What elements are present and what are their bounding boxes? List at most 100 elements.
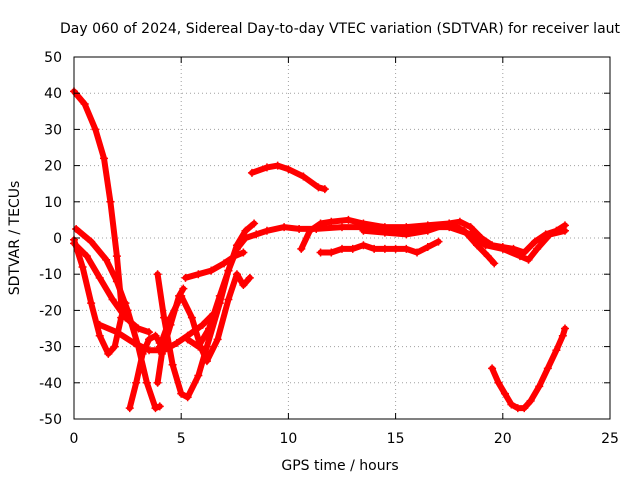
data-point bbox=[494, 378, 503, 387]
data-point bbox=[247, 168, 256, 177]
data-point bbox=[488, 241, 497, 250]
data-point bbox=[245, 273, 254, 282]
data-point bbox=[250, 219, 259, 228]
data-point bbox=[295, 224, 304, 233]
data-point bbox=[132, 378, 141, 387]
data-point bbox=[224, 266, 233, 275]
data-point bbox=[130, 338, 139, 347]
data-point bbox=[380, 228, 389, 237]
data-point bbox=[552, 226, 561, 235]
data-point bbox=[95, 273, 104, 282]
series-arc-16 bbox=[488, 324, 569, 413]
data-point bbox=[123, 306, 132, 315]
data-point bbox=[509, 244, 518, 253]
data-point bbox=[380, 244, 389, 253]
data-point bbox=[172, 338, 181, 347]
data-point bbox=[402, 230, 411, 239]
data-point bbox=[125, 404, 134, 413]
data-point bbox=[194, 270, 203, 279]
data-point bbox=[108, 295, 117, 304]
data-point bbox=[348, 244, 357, 253]
data-point bbox=[466, 223, 475, 232]
y-axis-label: SDTVAR / TECUs bbox=[7, 181, 23, 296]
data-point bbox=[179, 284, 188, 293]
data-point bbox=[177, 291, 186, 300]
data-point bbox=[207, 266, 216, 275]
tick-layer: 0 5 10 15 20 25 -50 -40 -30 -20 -10 0 10 20 30 40 50 bbox=[39, 50, 619, 447]
data-point bbox=[305, 226, 314, 235]
data-point bbox=[560, 221, 569, 230]
data-point bbox=[110, 342, 119, 351]
x-tick-label: 10 bbox=[279, 431, 297, 447]
series-line bbox=[71, 236, 129, 357]
data-point bbox=[338, 223, 346, 232]
data-point bbox=[483, 252, 492, 261]
x-axis-label: GPS time / hours bbox=[281, 458, 398, 474]
data-point bbox=[500, 389, 509, 398]
series-arc-15 bbox=[359, 217, 569, 257]
data-point bbox=[252, 230, 261, 239]
data-point bbox=[541, 230, 550, 239]
data-point bbox=[112, 252, 121, 261]
y-tick-label: -20 bbox=[39, 303, 62, 319]
y-tick-label: 10 bbox=[44, 195, 62, 211]
data-point bbox=[359, 226, 368, 235]
data-point bbox=[78, 262, 87, 271]
data-point bbox=[488, 364, 497, 373]
data-point bbox=[297, 244, 306, 253]
data-point bbox=[72, 224, 81, 233]
data-point bbox=[344, 215, 353, 224]
data-point bbox=[498, 243, 507, 252]
data-point bbox=[138, 349, 147, 358]
data-point bbox=[262, 226, 271, 235]
data-point bbox=[91, 125, 100, 134]
data-point bbox=[359, 219, 368, 228]
data-point bbox=[87, 299, 96, 308]
y-tick-label: -10 bbox=[39, 267, 62, 283]
data-point bbox=[220, 259, 229, 268]
data-point bbox=[535, 382, 544, 391]
data-point bbox=[82, 252, 91, 261]
chart-title: Day 060 of 2024, Sidereal Day-to-day VTE… bbox=[60, 21, 621, 37]
data-point bbox=[543, 364, 552, 373]
data-point bbox=[434, 237, 443, 246]
y-tick-label: -50 bbox=[39, 412, 62, 428]
data-point bbox=[241, 226, 250, 235]
x-tick-label: 15 bbox=[387, 431, 405, 447]
data-point bbox=[102, 255, 111, 264]
data-point bbox=[520, 248, 529, 257]
series-line bbox=[317, 238, 442, 256]
y-tick-label: 20 bbox=[44, 159, 62, 175]
data-point bbox=[215, 291, 224, 300]
data-point bbox=[314, 183, 323, 192]
data-point bbox=[327, 217, 336, 226]
data-point bbox=[473, 241, 482, 250]
data-point bbox=[224, 295, 233, 304]
data-point bbox=[560, 324, 569, 333]
series-arc-13 bbox=[297, 215, 499, 268]
data-point bbox=[177, 389, 186, 398]
data-point bbox=[520, 404, 529, 413]
data-point bbox=[151, 404, 160, 413]
data-point bbox=[106, 197, 115, 206]
data-point bbox=[181, 273, 190, 282]
x-tick-label: 5 bbox=[177, 431, 186, 447]
data-point bbox=[280, 223, 289, 232]
series-line bbox=[184, 224, 568, 350]
data-point bbox=[299, 172, 308, 181]
data-point bbox=[112, 328, 121, 337]
data-point bbox=[95, 320, 104, 329]
data-point bbox=[166, 313, 175, 322]
data-point bbox=[413, 248, 422, 257]
data-point bbox=[145, 328, 154, 337]
y-tick-label: 50 bbox=[44, 50, 62, 66]
series-arc-14 bbox=[316, 237, 443, 257]
data-point bbox=[155, 402, 164, 411]
series-arc-4 bbox=[72, 224, 164, 413]
y-tick-label: 40 bbox=[44, 86, 62, 102]
data-point bbox=[477, 234, 486, 242]
data-point bbox=[507, 400, 516, 409]
data-point bbox=[262, 163, 271, 172]
data-point bbox=[316, 248, 325, 257]
